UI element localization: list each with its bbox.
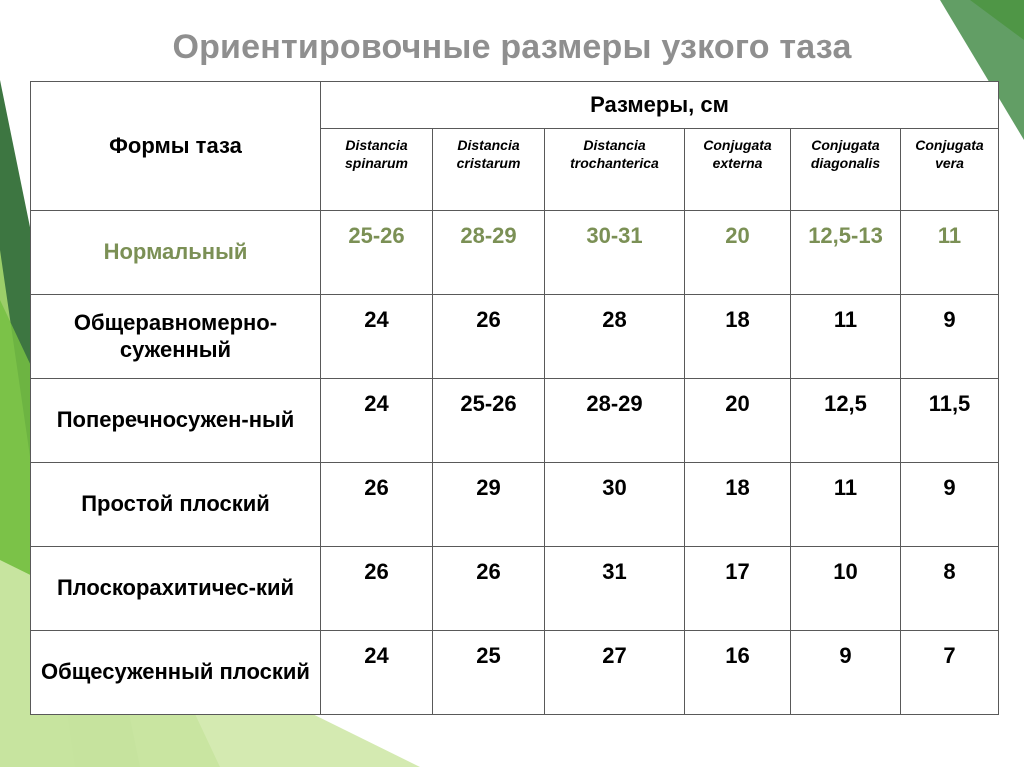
cell: 12,5 <box>791 379 901 463</box>
row-label: Простой плоский <box>31 463 321 547</box>
cell: 18 <box>685 295 791 379</box>
cell: 11 <box>791 295 901 379</box>
cell: 24 <box>321 631 433 715</box>
table-row: Общеравномерно-суженный 24 26 28 18 11 9 <box>31 295 999 379</box>
cell: 7 <box>901 631 999 715</box>
cell: 24 <box>321 295 433 379</box>
subheader-diagonalis: Conjugata diagonalis <box>791 129 901 211</box>
cell: 9 <box>901 463 999 547</box>
cell: 30-31 <box>545 211 685 295</box>
row-label: Общеравномерно-суженный <box>31 295 321 379</box>
cell: 25 <box>433 631 545 715</box>
cell: 17 <box>685 547 791 631</box>
cell: 9 <box>901 295 999 379</box>
cell: 25-26 <box>433 379 545 463</box>
cell: 16 <box>685 631 791 715</box>
row-label: Нормальный <box>31 211 321 295</box>
row-label: Общесуженный плоский <box>31 631 321 715</box>
cell: 11 <box>791 463 901 547</box>
header-forms: Формы таза <box>31 82 321 211</box>
cell: 9 <box>791 631 901 715</box>
row-label: Поперечносужен-ный <box>31 379 321 463</box>
pelvis-sizes-table: Формы таза Размеры, см Distancia spinaru… <box>30 81 999 715</box>
table-row: Поперечносужен-ный 24 25-26 28-29 20 12,… <box>31 379 999 463</box>
cell: 26 <box>321 547 433 631</box>
cell: 31 <box>545 547 685 631</box>
cell: 11,5 <box>901 379 999 463</box>
cell: 28 <box>545 295 685 379</box>
subheader-trochanterica: Distancia trochanterica <box>545 129 685 211</box>
table-row: Плоскорахитичес-кий 26 26 31 17 10 8 <box>31 547 999 631</box>
cell: 8 <box>901 547 999 631</box>
page-title: Ориентировочные размеры узкого таза <box>0 0 1024 67</box>
cell: 25-26 <box>321 211 433 295</box>
cell: 12,5-13 <box>791 211 901 295</box>
cell: 29 <box>433 463 545 547</box>
table-row: Нормальный 25-26 28-29 30-31 20 12,5-13 … <box>31 211 999 295</box>
cell: 26 <box>433 295 545 379</box>
subheader-externa: Conjugata externa <box>685 129 791 211</box>
table-row: Общесуженный плоский 24 25 27 16 9 7 <box>31 631 999 715</box>
subheader-cristarum: Distancia cristarum <box>433 129 545 211</box>
table-row: Простой плоский 26 29 30 18 11 9 <box>31 463 999 547</box>
cell: 26 <box>433 547 545 631</box>
cell: 20 <box>685 379 791 463</box>
cell: 27 <box>545 631 685 715</box>
cell: 28-29 <box>545 379 685 463</box>
cell: 11 <box>901 211 999 295</box>
cell: 24 <box>321 379 433 463</box>
cell: 28-29 <box>433 211 545 295</box>
header-sizes: Размеры, см <box>321 82 999 129</box>
cell: 26 <box>321 463 433 547</box>
row-label: Плоскорахитичес-кий <box>31 547 321 631</box>
cell: 30 <box>545 463 685 547</box>
cell: 20 <box>685 211 791 295</box>
table-container: Формы таза Размеры, см Distancia spinaru… <box>30 81 994 715</box>
subheader-spinarum: Distancia spinarum <box>321 129 433 211</box>
header-row-1: Формы таза Размеры, см <box>31 82 999 129</box>
slide: Ориентировочные размеры узкого таза Форм… <box>0 0 1024 767</box>
cell: 18 <box>685 463 791 547</box>
cell: 10 <box>791 547 901 631</box>
subheader-vera: Conjugata vera <box>901 129 999 211</box>
